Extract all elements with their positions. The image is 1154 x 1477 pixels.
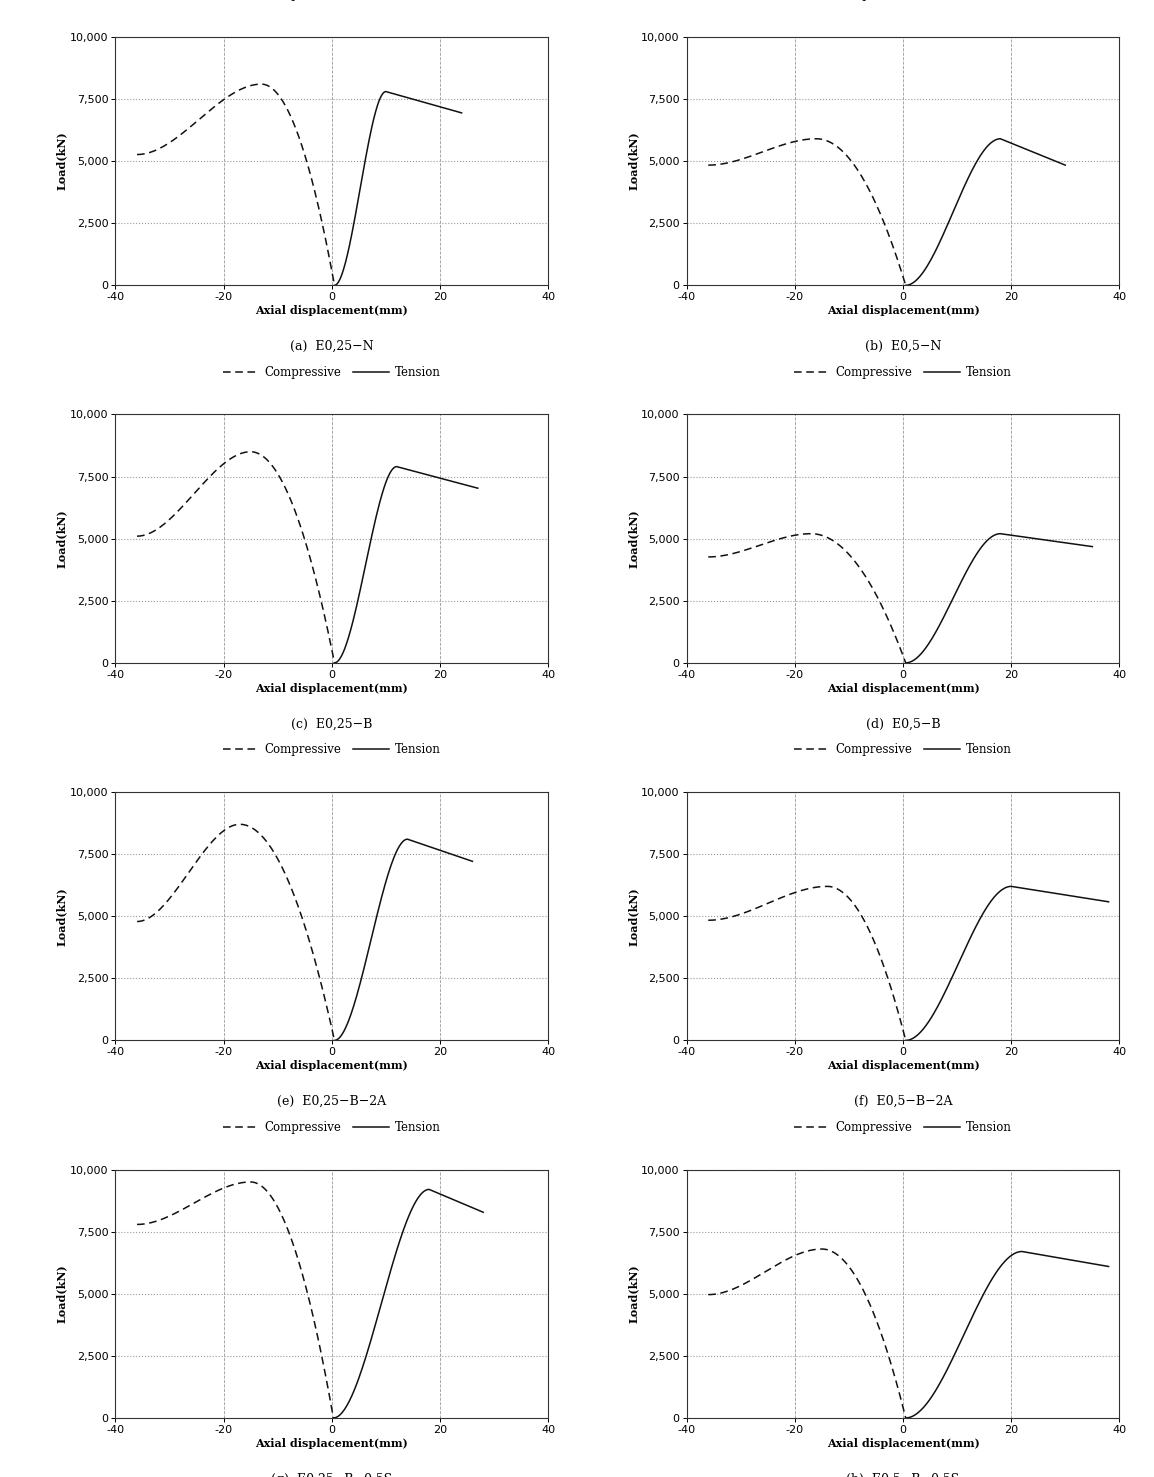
Y-axis label: Load(kN): Load(kN) [57, 1264, 67, 1323]
Y-axis label: Load(kN): Load(kN) [628, 131, 638, 191]
X-axis label: Axial displacement(mm): Axial displacement(mm) [255, 1437, 409, 1449]
Y-axis label: Load(kN): Load(kN) [628, 886, 638, 945]
Y-axis label: Load(kN): Load(kN) [628, 510, 638, 569]
Text: (g)  E0,25−B−0,5S: (g) E0,25−B−0,5S [271, 1473, 392, 1477]
X-axis label: Axial displacement(mm): Axial displacement(mm) [255, 682, 409, 694]
X-axis label: Axial displacement(mm): Axial displacement(mm) [826, 1060, 980, 1071]
Y-axis label: Load(kN): Load(kN) [57, 510, 67, 569]
Y-axis label: Load(kN): Load(kN) [57, 886, 67, 945]
Legend: Compressive, Tension: Compressive, Tension [223, 1121, 441, 1134]
Text: (f)  E0,5−B−2A: (f) E0,5−B−2A [854, 1094, 952, 1108]
X-axis label: Axial displacement(mm): Axial displacement(mm) [826, 306, 980, 316]
X-axis label: Axial displacement(mm): Axial displacement(mm) [255, 306, 409, 316]
Legend: Compressive, Tension: Compressive, Tension [794, 743, 1012, 756]
Y-axis label: Load(kN): Load(kN) [628, 1264, 638, 1323]
Text: (e)  E0,25−B−2A: (e) E0,25−B−2A [277, 1094, 387, 1108]
X-axis label: Axial displacement(mm): Axial displacement(mm) [255, 1060, 409, 1071]
Text: (d)  E0,5−B: (d) E0,5−B [866, 718, 941, 731]
Text: (a)  E0,25−N: (a) E0,25−N [290, 340, 374, 353]
Text: (h)  E0,5−B−0,5S: (h) E0,5−B−0,5S [846, 1473, 960, 1477]
Text: (c)  E0,25−B: (c) E0,25−B [291, 718, 373, 731]
Legend: Compressive, Tension: Compressive, Tension [223, 366, 441, 378]
X-axis label: Axial displacement(mm): Axial displacement(mm) [826, 1437, 980, 1449]
Legend: Compressive, Tension: Compressive, Tension [223, 743, 441, 756]
Legend: Compressive, Tension: Compressive, Tension [794, 1121, 1012, 1134]
Legend: Compressive, Tension: Compressive, Tension [794, 366, 1012, 378]
X-axis label: Axial displacement(mm): Axial displacement(mm) [826, 682, 980, 694]
Text: (b)  E0,5−N: (b) E0,5−N [864, 340, 942, 353]
Y-axis label: Load(kN): Load(kN) [57, 131, 67, 191]
